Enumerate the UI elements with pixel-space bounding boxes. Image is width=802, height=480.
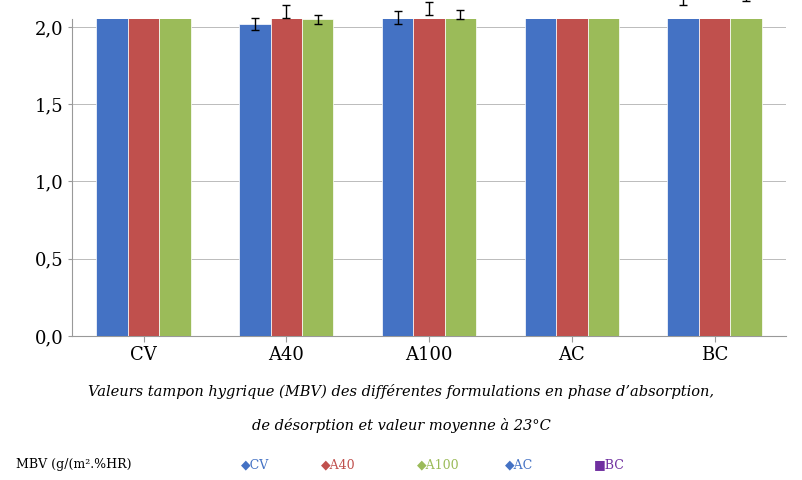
Text: ◆A40: ◆A40	[321, 458, 355, 471]
Text: ◆AC: ◆AC	[505, 458, 533, 471]
Bar	[731, 0, 762, 336]
Bar	[270, 12, 302, 336]
Text: ◆A100: ◆A100	[417, 458, 460, 471]
Bar	[239, 24, 270, 336]
Text: ■BC: ■BC	[593, 458, 624, 471]
Text: ◆CV: ◆CV	[241, 458, 269, 471]
Bar	[525, 0, 556, 336]
Bar	[413, 8, 445, 336]
Bar	[96, 0, 128, 336]
Text: de désorption et valeur moyenne à 23°C: de désorption et valeur moyenne à 23°C	[252, 418, 550, 432]
Bar	[588, 0, 619, 336]
Bar	[382, 18, 413, 336]
Text: Valeurs tampon hygrique (MBV) des différentes formulations en phase d’absorption: Valeurs tampon hygrique (MBV) des différ…	[88, 384, 714, 399]
Bar	[160, 0, 191, 336]
Bar	[445, 14, 476, 336]
Bar	[128, 0, 160, 336]
Text: MBV (g/(m².%HR): MBV (g/(m².%HR)	[16, 458, 132, 471]
Bar	[556, 0, 588, 336]
Bar	[667, 0, 699, 336]
Bar	[699, 0, 731, 336]
Bar	[302, 19, 334, 336]
